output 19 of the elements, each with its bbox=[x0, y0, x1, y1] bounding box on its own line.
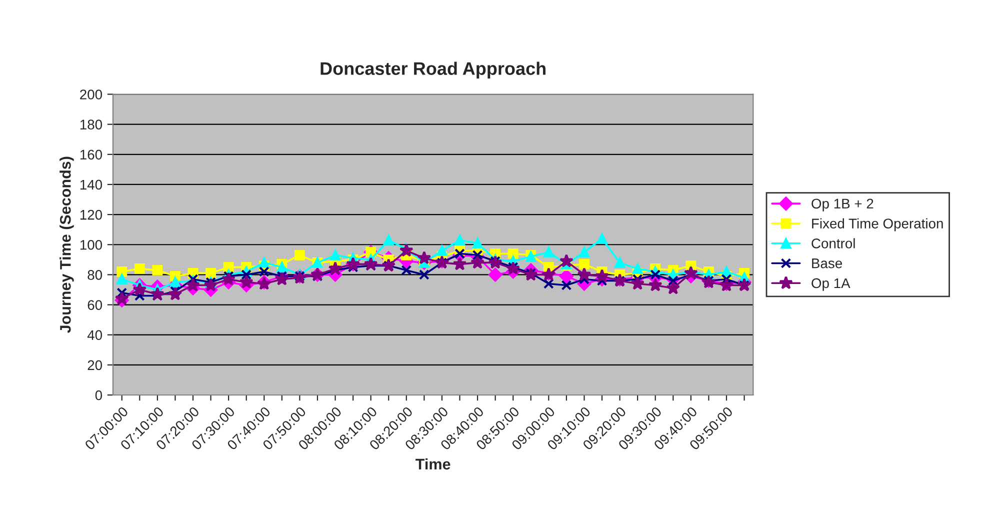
y-axis-title: Journey Time (Seconds) bbox=[60, 156, 74, 333]
legend-label: Base bbox=[812, 258, 842, 268]
y-tick-label: 0 bbox=[95, 390, 102, 400]
x-axis-title: Time bbox=[416, 458, 450, 470]
y-tick-label: 20 bbox=[88, 360, 102, 370]
y-tick-label: 200 bbox=[80, 90, 102, 100]
y-tick-label: 120 bbox=[80, 210, 102, 220]
y-tick-label: 60 bbox=[88, 300, 102, 310]
legend-label: Op 1B + 2 bbox=[812, 198, 874, 212]
y-tick-label: 180 bbox=[80, 120, 102, 130]
y-tick-label: 140 bbox=[80, 180, 102, 190]
y-tick-label: 160 bbox=[80, 150, 102, 160]
y-tick-label: 100 bbox=[80, 240, 102, 250]
legend-label: Op 1A bbox=[812, 278, 850, 291]
y-tick-label: 80 bbox=[88, 270, 102, 280]
chart-title: Doncaster Road Approach bbox=[320, 62, 546, 79]
legend-label: Fixed Time Operation bbox=[812, 218, 943, 232]
y-tick-label: 40 bbox=[87, 330, 102, 340]
legend-label: Control bbox=[812, 238, 855, 248]
